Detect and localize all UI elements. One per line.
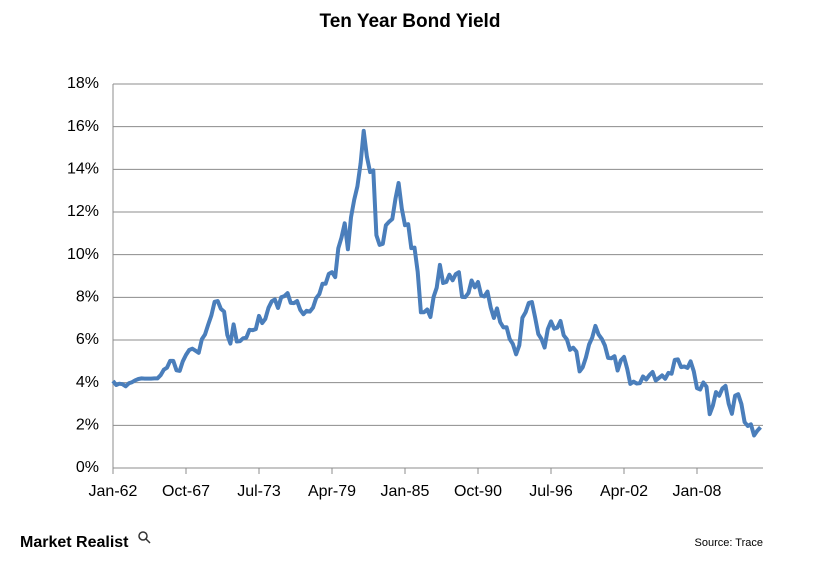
x-tick-label: Jul-73 — [237, 483, 281, 500]
x-tick-label: Jan-85 — [381, 483, 430, 500]
y-tick-label: 14% — [67, 161, 99, 178]
x-tick-label: Jan-08 — [673, 483, 722, 500]
x-tick-label: Oct-90 — [454, 483, 502, 500]
x-tick-label: Jan-62 — [89, 483, 138, 500]
y-tick-label: 16% — [67, 118, 99, 135]
y-tick-label: 0% — [76, 459, 99, 476]
y-tick-label: 18% — [67, 75, 99, 92]
y-tick-label: 2% — [76, 417, 99, 434]
x-tick-label: Oct-67 — [162, 483, 210, 500]
brand-icon — [145, 538, 151, 544]
chart-title: Ten Year Bond Yield — [320, 11, 501, 32]
y-tick-label: 6% — [76, 331, 99, 348]
y-tick-label: 8% — [76, 289, 99, 306]
x-tick-label: Apr-79 — [308, 483, 356, 500]
y-tick-label: 12% — [67, 203, 99, 220]
y-tick-label: 10% — [67, 246, 99, 263]
line — [111, 128, 762, 438]
x-tick-label: Apr-02 — [600, 483, 648, 500]
x-tick-label: Jul-96 — [529, 483, 573, 500]
y-tick-label: 4% — [76, 374, 99, 391]
brand-icon — [138, 531, 148, 541]
source: Source: Trace — [695, 537, 763, 549]
brand: Market Realist — [20, 534, 129, 551]
